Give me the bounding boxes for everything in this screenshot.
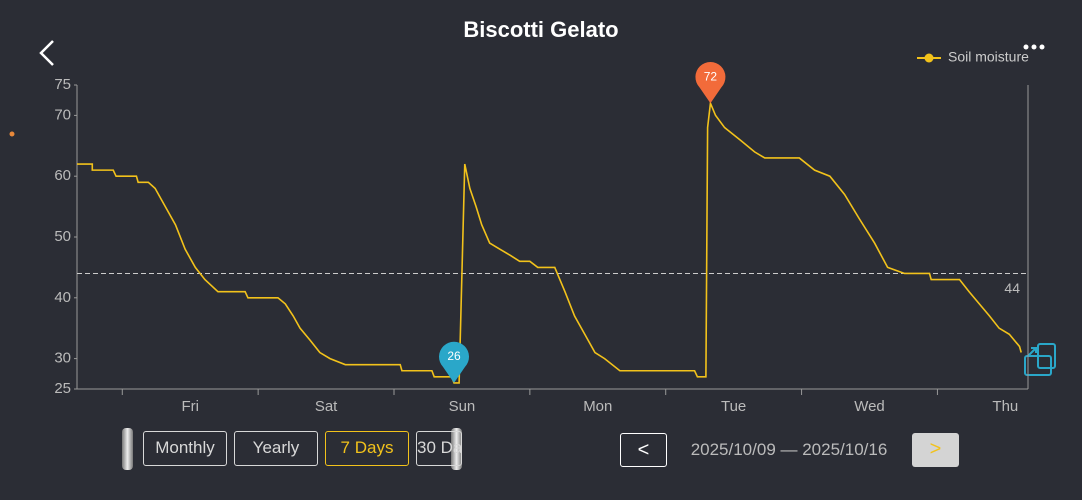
pin-shape [439, 341, 470, 383]
x-tick-label: Thu [992, 398, 1018, 415]
y-tick-label: 25 [54, 380, 71, 397]
page-title: Biscotti Gelato [463, 17, 618, 42]
date-range: 2025/10/09 — 2025/10/16 [690, 440, 888, 459]
x-tick-label: Tue [721, 398, 746, 415]
x-tick-label: Fri [181, 398, 199, 415]
range-tab[interactable]: Yearly [234, 431, 318, 466]
y-tick-label: 30 [54, 350, 71, 367]
x-tick-label: Wed [854, 398, 885, 415]
prev-button[interactable]: < [620, 433, 667, 467]
status-dot [9, 131, 15, 137]
x-tick-label: Sun [449, 398, 476, 415]
export-icon[interactable] [1024, 343, 1056, 376]
y-tick-label: 50 [54, 228, 71, 245]
scroll-handle[interactable] [451, 428, 462, 470]
legend-dot [924, 53, 934, 63]
next-button[interactable]: > [912, 433, 959, 467]
range-tab[interactable]: 30 Days [416, 431, 462, 466]
pin-shape [695, 62, 726, 104]
more-menu[interactable] [1023, 44, 1045, 50]
data-line [77, 100, 1022, 384]
x-tick-label: Mon [583, 398, 612, 415]
y-tick-label: 75 [54, 76, 71, 93]
y-tick-label: 70 [54, 106, 71, 123]
back-button[interactable] [39, 40, 54, 66]
legend-label: Soil moisture [948, 49, 1029, 65]
range-tab[interactable]: 7 Days [325, 431, 409, 466]
y-tick-label: 40 [54, 289, 71, 306]
scroll-handle[interactable] [122, 428, 133, 470]
reference-label: 44 [1004, 280, 1020, 296]
range-tab[interactable]: Monthly [143, 431, 227, 466]
pin-label: 72 [704, 69, 718, 83]
extreme-pin: 26 [439, 341, 470, 383]
y-tick-label: 60 [54, 167, 71, 184]
pin-label: 26 [447, 349, 461, 363]
extreme-pin: 72 [695, 62, 726, 104]
x-tick-label: Sat [315, 398, 338, 415]
